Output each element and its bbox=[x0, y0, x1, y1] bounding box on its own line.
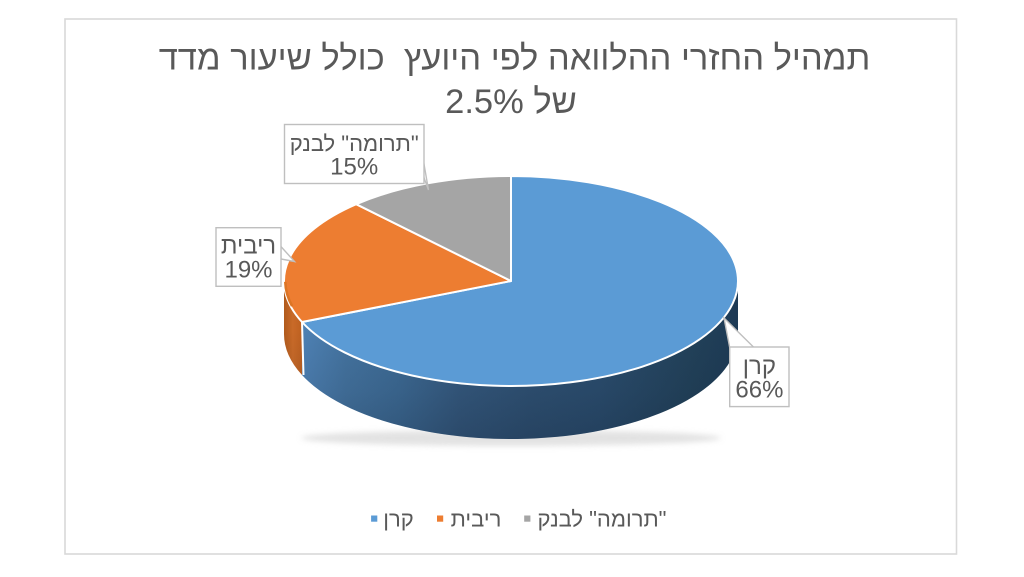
svg-text:תמהיל החזרי ההלוואה לפי היועץ: תמהיל החזרי ההלוואה לפי היועץ כולל שיעור… bbox=[159, 39, 871, 77]
svg-text:קרן: קרן bbox=[743, 353, 776, 380]
svg-text:15%: 15% bbox=[330, 153, 378, 180]
svg-text:של 2.5%: של 2.5% bbox=[445, 83, 577, 121]
svg-text:ריבית: ריבית bbox=[451, 507, 502, 532]
svg-text:ריבית: ריבית bbox=[221, 233, 276, 260]
svg-text:"תרומה" לבנק: "תרומה" לבנק bbox=[538, 507, 667, 532]
svg-text:66%: 66% bbox=[735, 377, 783, 404]
svg-text:קרן: קרן bbox=[383, 507, 413, 532]
svg-text:19%: 19% bbox=[224, 257, 272, 284]
svg-text:"תרומה" לבנק: "תרומה" לבנק bbox=[290, 131, 419, 156]
